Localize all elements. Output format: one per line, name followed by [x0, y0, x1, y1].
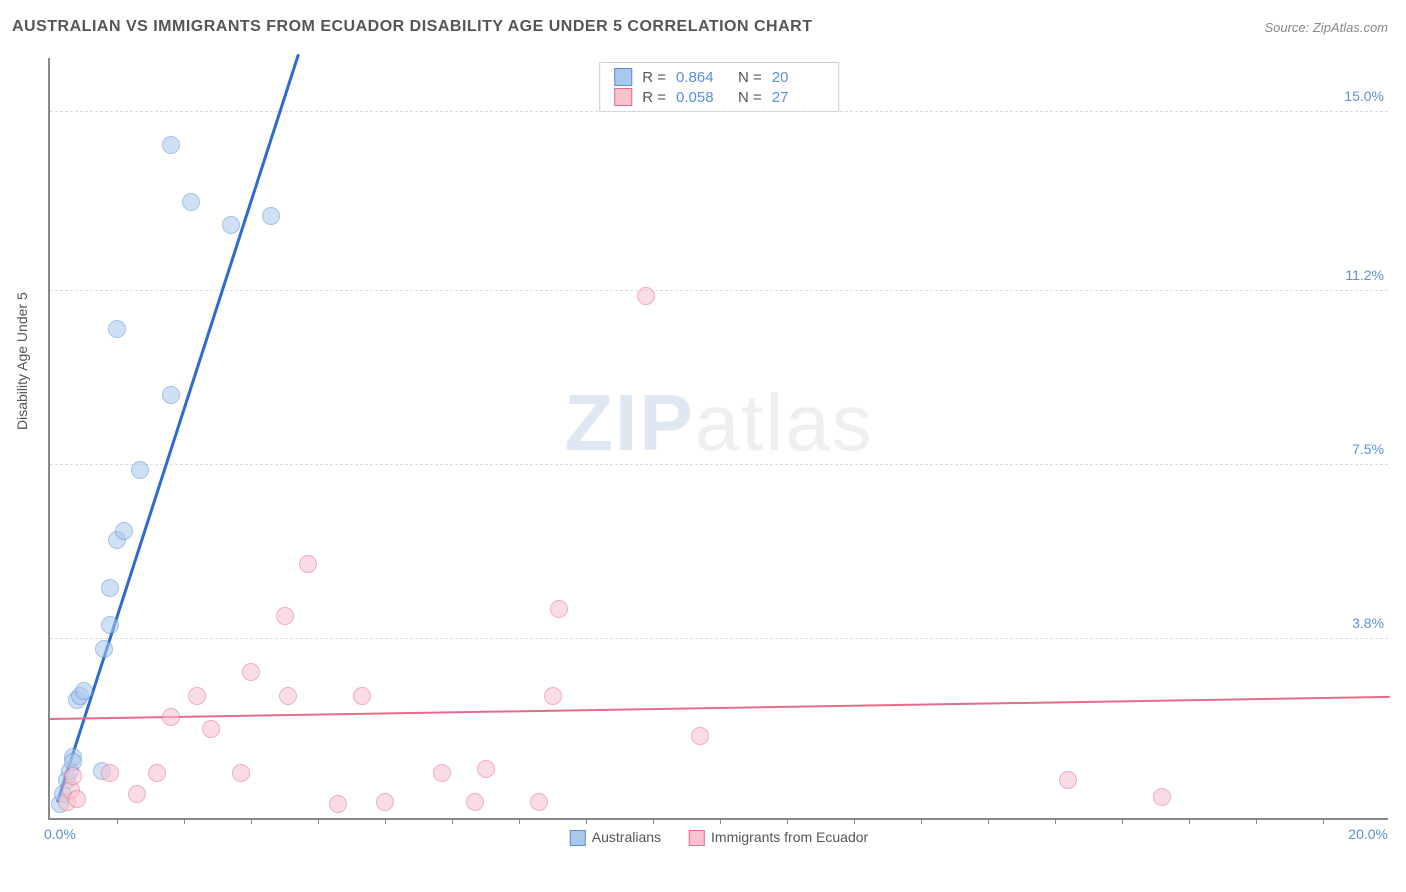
data-point: [544, 687, 562, 705]
legend-swatch: [614, 88, 632, 106]
x-tick: [519, 818, 520, 824]
data-point: [329, 795, 347, 813]
data-point: [101, 616, 119, 634]
data-point: [101, 579, 119, 597]
x-tick: [1189, 818, 1190, 824]
data-point: [262, 207, 280, 225]
x-tick: [988, 818, 989, 824]
data-point: [466, 793, 484, 811]
data-point: [131, 461, 149, 479]
data-point: [637, 287, 655, 305]
data-point: [64, 767, 82, 785]
legend-label: Australians: [592, 829, 661, 845]
x-tick: [653, 818, 654, 824]
data-point: [691, 727, 709, 745]
data-point: [242, 663, 260, 681]
data-point: [530, 793, 548, 811]
stat-n-value: 20: [772, 69, 824, 86]
data-point: [202, 720, 220, 738]
legend-label: Immigrants from Ecuador: [711, 829, 868, 845]
data-point: [95, 640, 113, 658]
x-tick: [318, 818, 319, 824]
x-axis-max-label: 20.0%: [1348, 826, 1388, 842]
data-point: [222, 216, 240, 234]
watermark-zip: ZIP: [564, 378, 694, 467]
data-point: [182, 193, 200, 211]
data-point: [108, 320, 126, 338]
data-point: [75, 682, 93, 700]
x-tick: [1323, 818, 1324, 824]
gridline: [50, 111, 1388, 112]
correlation-stats-box: R = 0.864 N = 20 R = 0.058 N = 27: [599, 62, 839, 112]
x-tick: [452, 818, 453, 824]
gridline: [50, 464, 1388, 465]
data-point: [232, 764, 250, 782]
trend-line: [50, 696, 1390, 720]
plot-area: ZIPatlas R =0.864N =20R =0.058N =27 Aust…: [48, 58, 1388, 820]
chart-header: AUSTRALIAN VS IMMIGRANTS FROM ECUADOR DI…: [12, 18, 1388, 36]
stats-row: R = 0.058 N = 27: [614, 87, 824, 107]
data-point: [188, 687, 206, 705]
series-legend: Australians Immigrants from Ecuador: [570, 829, 868, 846]
gridline: [50, 638, 1388, 639]
x-tick: [1122, 818, 1123, 824]
data-point: [162, 708, 180, 726]
stat-r-value: 0.058: [676, 89, 728, 106]
stat-r-label: R =: [642, 89, 666, 106]
x-tick: [1256, 818, 1257, 824]
x-tick: [385, 818, 386, 824]
gridline: [50, 290, 1388, 291]
data-point: [162, 386, 180, 404]
x-tick: [854, 818, 855, 824]
stat-r-value: 0.864: [676, 69, 728, 86]
stat-n-label: N =: [738, 69, 762, 86]
x-tick: [921, 818, 922, 824]
y-tick-label: 3.8%: [1352, 615, 1384, 631]
data-point: [376, 793, 394, 811]
data-point: [353, 687, 371, 705]
x-tick: [1055, 818, 1056, 824]
stat-n-value: 27: [772, 89, 824, 106]
data-point: [299, 555, 317, 573]
x-tick: [720, 818, 721, 824]
data-point: [128, 785, 146, 803]
x-tick: [251, 818, 252, 824]
watermark-atlas: atlas: [695, 378, 874, 467]
y-tick-label: 11.2%: [1345, 267, 1384, 283]
data-point: [115, 522, 133, 540]
x-axis-min-label: 0.0%: [44, 826, 76, 842]
x-tick: [586, 818, 587, 824]
legend-item: Immigrants from Ecuador: [689, 829, 868, 846]
data-point: [550, 600, 568, 618]
legend-swatch: [689, 830, 705, 846]
stat-r-label: R =: [642, 69, 666, 86]
x-tick: [787, 818, 788, 824]
legend-item: Australians: [570, 829, 661, 846]
watermark: ZIPatlas: [564, 377, 873, 469]
legend-swatch: [614, 68, 632, 86]
chart-source: Source: ZipAtlas.com: [1264, 20, 1388, 35]
data-point: [276, 607, 294, 625]
y-tick-label: 15.0%: [1344, 88, 1384, 104]
data-point: [162, 136, 180, 154]
data-point: [279, 687, 297, 705]
data-point: [68, 790, 86, 808]
stats-row: R = 0.864 N = 20: [614, 67, 824, 87]
y-axis-label: Disability Age Under 5: [14, 292, 30, 430]
data-point: [148, 764, 166, 782]
stat-n-label: N =: [738, 89, 762, 106]
data-point: [1059, 771, 1077, 789]
data-point: [477, 760, 495, 778]
data-point: [101, 764, 119, 782]
y-tick-label: 7.5%: [1352, 441, 1384, 457]
x-tick: [117, 818, 118, 824]
legend-swatch: [570, 830, 586, 846]
x-tick: [184, 818, 185, 824]
data-point: [1153, 788, 1171, 806]
chart-title: AUSTRALIAN VS IMMIGRANTS FROM ECUADOR DI…: [12, 18, 812, 36]
data-point: [433, 764, 451, 782]
